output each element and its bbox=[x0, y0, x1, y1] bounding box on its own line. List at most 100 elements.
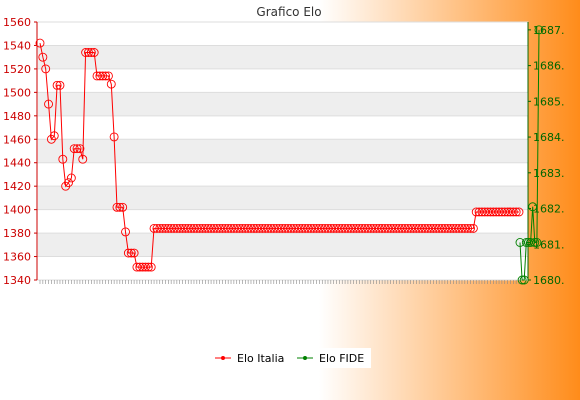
data-point-elo-italia bbox=[411, 223, 421, 233]
data-point-elo-italia bbox=[446, 223, 456, 233]
data-point-elo-italia bbox=[203, 223, 213, 233]
data-point-elo-italia bbox=[406, 223, 416, 233]
data-point-elo-fide bbox=[532, 238, 542, 247]
data-point-elo-italia bbox=[226, 223, 236, 233]
data-point-elo-italia bbox=[161, 223, 170, 233]
data-point-elo-italia bbox=[312, 223, 322, 233]
data-point-elo-italia bbox=[223, 223, 233, 233]
y-right-tick-label: 1680. bbox=[533, 274, 565, 287]
data-point-elo-italia bbox=[289, 223, 299, 233]
data-point-elo-italia bbox=[149, 223, 159, 233]
data-point-elo-italia bbox=[44, 99, 54, 109]
data-point-elo-italia bbox=[491, 207, 501, 217]
data-point-elo-italia bbox=[286, 223, 296, 233]
data-point-elo-italia bbox=[343, 223, 353, 233]
legend-italia-label: Elo Italia bbox=[237, 352, 284, 365]
data-point-elo-italia bbox=[72, 144, 82, 154]
data-point-elo-italia bbox=[192, 223, 202, 233]
data-point-elo-italia bbox=[275, 223, 284, 233]
series-line-elo-fide bbox=[519, 29, 540, 281]
data-point-elo-italia bbox=[163, 223, 173, 233]
data-point-elo-italia bbox=[252, 223, 262, 233]
data-point-elo-italia bbox=[152, 223, 162, 233]
data-point-elo-italia bbox=[346, 223, 356, 233]
data-point-elo-italia bbox=[55, 80, 65, 90]
data-point-elo-italia bbox=[486, 207, 495, 217]
data-point-elo-italia bbox=[200, 223, 210, 233]
data-point-elo-italia bbox=[454, 223, 464, 233]
data-point-elo-italia bbox=[474, 207, 484, 217]
data-point-elo-italia bbox=[497, 207, 507, 217]
data-point-elo-italia bbox=[306, 223, 316, 233]
data-point-elo-italia bbox=[300, 223, 310, 233]
data-point-elo-italia bbox=[466, 223, 475, 233]
legend-fide-label: Elo FIDE bbox=[319, 352, 364, 365]
data-point-elo-italia bbox=[235, 223, 245, 233]
grid-band bbox=[38, 45, 527, 69]
data-point-elo-italia bbox=[380, 223, 390, 233]
data-point-elo-fide bbox=[528, 202, 538, 212]
data-point-elo-italia bbox=[240, 223, 250, 233]
data-point-elo-fide bbox=[526, 238, 536, 247]
y-left-tick-label: 1480 bbox=[3, 110, 31, 123]
y-left-tick-label: 1520 bbox=[3, 63, 31, 76]
data-point-elo-italia bbox=[92, 71, 102, 81]
data-point-elo-italia bbox=[209, 223, 219, 233]
data-point-elo-italia bbox=[52, 80, 62, 90]
data-point-elo-italia bbox=[451, 223, 461, 233]
data-point-elo-italia bbox=[89, 48, 99, 57]
data-point-elo-italia bbox=[143, 262, 153, 272]
data-point-elo-italia bbox=[440, 223, 450, 233]
y-right-tick-label: 1686. bbox=[533, 60, 565, 73]
y-left-tick-label: 1540 bbox=[3, 39, 31, 52]
data-point-elo-italia bbox=[332, 223, 341, 233]
data-point-elo-italia bbox=[511, 207, 521, 217]
data-point-elo-italia bbox=[329, 223, 339, 233]
data-point-elo-italia bbox=[394, 223, 404, 233]
data-point-elo-italia bbox=[237, 223, 247, 233]
data-point-elo-italia bbox=[109, 132, 119, 142]
data-point-elo-italia bbox=[429, 223, 438, 233]
data-point-elo-italia bbox=[488, 207, 498, 217]
data-point-elo-italia bbox=[337, 223, 347, 233]
data-point-elo-italia bbox=[186, 223, 196, 233]
grid-band bbox=[38, 139, 527, 163]
data-point-elo-italia bbox=[169, 223, 179, 233]
data-point-elo-italia bbox=[249, 223, 259, 233]
data-point-elo-italia bbox=[215, 223, 225, 233]
data-point-elo-italia bbox=[41, 64, 51, 74]
data-point-elo-italia bbox=[75, 144, 85, 154]
data-point-elo-italia bbox=[112, 202, 122, 212]
data-point-elo-italia bbox=[480, 207, 490, 217]
data-point-elo-italia bbox=[400, 223, 410, 233]
y-left-tick-label: 1500 bbox=[3, 86, 31, 99]
legend: Elo Italia Elo FIDE bbox=[211, 348, 371, 368]
data-point-elo-italia bbox=[463, 223, 473, 233]
data-point-elo-italia bbox=[206, 223, 216, 233]
data-point-elo-italia bbox=[69, 144, 79, 154]
data-point-elo-italia bbox=[115, 202, 125, 212]
data-point-elo-italia bbox=[123, 248, 133, 258]
data-point-elo-italia bbox=[229, 223, 239, 233]
data-point-elo-italia bbox=[417, 223, 427, 233]
y-right-tick-label: 1685. bbox=[533, 95, 565, 108]
legend-fide-marker bbox=[303, 356, 307, 360]
data-point-elo-italia bbox=[58, 154, 68, 164]
y-left-tick-label: 1460 bbox=[3, 133, 31, 146]
data-point-elo-italia bbox=[257, 223, 267, 233]
data-point-elo-fide bbox=[534, 25, 544, 35]
data-point-elo-italia bbox=[323, 223, 333, 233]
data-point-elo-fide bbox=[519, 275, 529, 285]
y-left-tick-label: 1560 bbox=[3, 16, 31, 29]
data-point-elo-italia bbox=[426, 223, 436, 233]
data-point-elo-italia bbox=[243, 223, 253, 233]
data-point-elo-italia bbox=[357, 223, 367, 233]
data-point-elo-italia bbox=[141, 262, 150, 272]
data-point-elo-italia bbox=[340, 223, 350, 233]
data-point-elo-italia bbox=[320, 223, 330, 233]
data-point-elo-italia bbox=[155, 223, 165, 233]
data-point-elo-italia bbox=[118, 202, 128, 212]
data-point-elo-italia bbox=[218, 223, 227, 233]
data-point-elo-italia bbox=[246, 223, 256, 233]
